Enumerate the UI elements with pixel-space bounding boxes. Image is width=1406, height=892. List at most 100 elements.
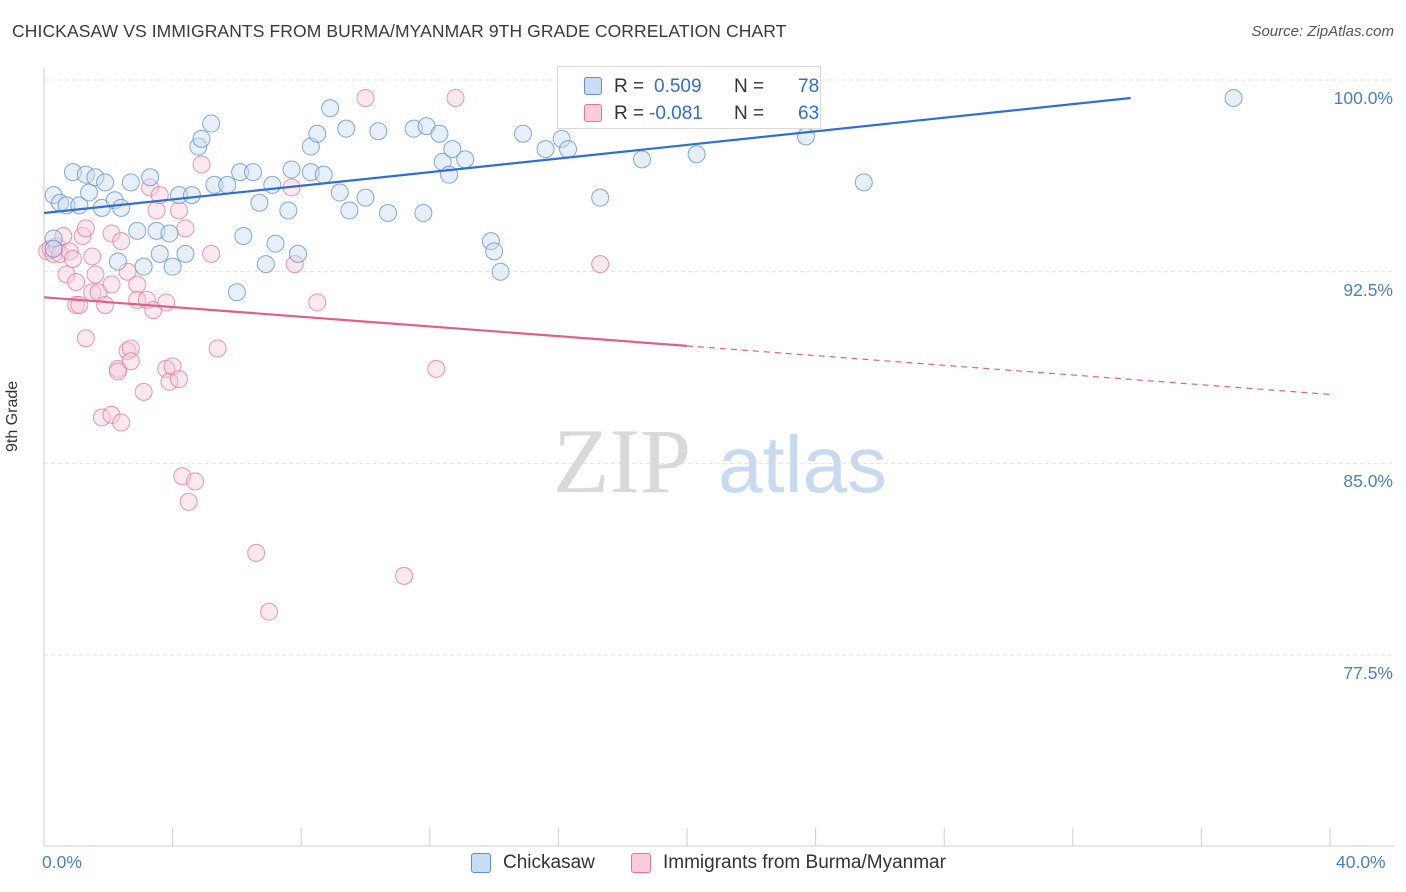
- y-tick-label: 100.0%: [1333, 88, 1393, 108]
- legend-n-label: N =: [734, 76, 765, 97]
- data-point: [395, 566, 414, 585]
- data-point: [170, 370, 189, 389]
- data-point: [552, 129, 571, 148]
- data-point: [321, 99, 340, 118]
- data-point: [182, 186, 201, 205]
- y-tick-label: 77.5%: [1343, 663, 1393, 683]
- data-point: [427, 359, 446, 378]
- legend-swatch-blue: [584, 77, 602, 95]
- data-point: [308, 293, 327, 312]
- data-point: [160, 224, 179, 243]
- data-point: [112, 232, 131, 251]
- data-point: [112, 413, 131, 432]
- data-point: [632, 150, 651, 169]
- data-point: [96, 173, 115, 192]
- data-point: [308, 124, 327, 143]
- data-point: [76, 219, 95, 238]
- data-point: [176, 244, 195, 263]
- watermark-zip: ZIP: [553, 410, 691, 512]
- legend-r-label: R =: [614, 103, 645, 124]
- data-point: [263, 175, 282, 194]
- data-point: [379, 204, 398, 222]
- trend-line-burma-extension: [686, 345, 1331, 396]
- data-point: [337, 119, 356, 138]
- y-tick-label: 85.0%: [1343, 471, 1393, 492]
- data-point: [485, 242, 504, 261]
- data-point: [443, 140, 462, 159]
- data-point: [340, 201, 359, 220]
- data-point: [108, 362, 127, 381]
- data-point: [250, 193, 269, 212]
- data-point: [76, 329, 95, 348]
- data-point: [86, 265, 105, 284]
- chart-title: CHICKASAW VS IMMIGRANTS FROM BURMA/MYANM…: [12, 21, 787, 41]
- legend-n-label: N =: [734, 103, 765, 124]
- data-point: [134, 382, 153, 401]
- data-point: [86, 168, 105, 187]
- data-point: [481, 232, 500, 251]
- data-point: [44, 186, 63, 205]
- watermark-atlas: atlas: [718, 420, 887, 509]
- correlation-legend: R = 0.509 N = 78 R = -0.081 N = 63: [557, 66, 821, 129]
- data-point: [96, 296, 115, 314]
- trend-line-chickasaw: [43, 96, 1131, 215]
- data-point: [687, 145, 706, 164]
- data-point: [356, 89, 375, 107]
- data-point: [256, 255, 275, 274]
- data-point: [536, 140, 555, 159]
- data-point: [57, 265, 76, 284]
- source-label: Source: ZipAtlas.com: [1251, 23, 1394, 40]
- data-point: [121, 173, 140, 192]
- data-point: [208, 339, 227, 358]
- data-point: [854, 173, 873, 192]
- data-point: [234, 227, 253, 245]
- bottom-legend-label: Chickasaw: [503, 852, 595, 873]
- data-point: [456, 150, 475, 169]
- y-axis-title: 9th Grade: [4, 380, 21, 452]
- data-point: [44, 229, 63, 248]
- x-tick-label-min: 0.0%: [42, 852, 82, 872]
- data-point: [330, 183, 349, 202]
- data-point: [157, 293, 176, 312]
- legend-r-value: -0.081: [649, 103, 703, 124]
- legend-r-label: R =: [614, 76, 645, 97]
- x-tick-label-max: 40.0%: [1336, 852, 1386, 872]
- data-point: [80, 183, 99, 202]
- data-point: [205, 175, 224, 194]
- bottom-legend-swatch-blue: [471, 853, 491, 873]
- data-point: [44, 239, 63, 258]
- data-point: [121, 352, 140, 371]
- data-point: [243, 163, 262, 182]
- data-point: [446, 89, 465, 107]
- data-point: [285, 255, 304, 274]
- y-tick-label: 92.5%: [1343, 279, 1393, 300]
- data-point: [192, 129, 211, 148]
- data-point: [356, 188, 375, 207]
- data-point: [163, 257, 182, 276]
- data-point: [170, 201, 189, 220]
- data-point: [266, 234, 285, 253]
- data-point: [227, 283, 246, 302]
- data-point: [559, 140, 578, 159]
- data-point: [141, 178, 160, 197]
- data-point: [591, 255, 610, 274]
- data-point: [102, 224, 121, 243]
- data-point: [279, 201, 298, 220]
- data-point: [369, 122, 388, 141]
- legend-swatch-pink: [584, 104, 602, 122]
- data-point: [186, 472, 205, 491]
- data-point: [231, 163, 250, 182]
- x-axis-ticks: [43, 828, 1331, 846]
- trend-lines: [43, 96, 1331, 396]
- data-point: [63, 250, 82, 268]
- data-point: [591, 188, 610, 207]
- data-point: [176, 219, 195, 238]
- legend-n-value: 63: [798, 103, 820, 124]
- data-point: [260, 602, 279, 621]
- legend-r-value: 0.509: [654, 76, 702, 97]
- legend-n-value: 78: [798, 76, 820, 97]
- data-point: [288, 244, 307, 263]
- data-point: [218, 175, 237, 194]
- data-point: [414, 204, 433, 222]
